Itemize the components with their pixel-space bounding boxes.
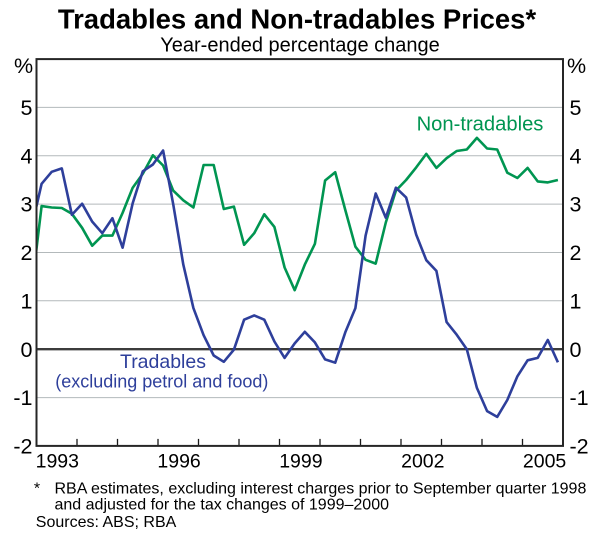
svg-text:Sources: ABS; RBA: Sources: ABS; RBA [36, 514, 177, 531]
svg-text:1996: 1996 [157, 451, 200, 473]
svg-text:-2: -2 [570, 435, 589, 459]
svg-text:4: 4 [570, 144, 582, 168]
svg-text:5: 5 [21, 96, 33, 120]
svg-text:Tradables and Non-tradables Pr: Tradables and Non-tradables Prices* [58, 4, 537, 35]
svg-text:2002: 2002 [401, 451, 444, 473]
svg-text:Non-tradables: Non-tradables [417, 113, 544, 135]
svg-text:Year-ended percentage change: Year-ended percentage change [160, 35, 440, 57]
svg-text:2005: 2005 [523, 451, 567, 473]
svg-text:1: 1 [21, 289, 33, 313]
svg-text:0: 0 [570, 338, 582, 362]
svg-text:(excluding petrol and food): (excluding petrol and food) [55, 371, 268, 391]
svg-text:3: 3 [21, 193, 33, 217]
svg-text:RBA estimates, excluding inter: RBA estimates, excluding interest charge… [55, 481, 587, 498]
svg-text:and adjusted for the tax chang: and adjusted for the tax changes of 1999… [55, 496, 390, 513]
svg-text:2: 2 [570, 241, 582, 265]
svg-text:1: 1 [570, 289, 582, 313]
svg-text:3: 3 [570, 193, 582, 217]
svg-text:0: 0 [21, 338, 33, 362]
svg-text:5: 5 [570, 96, 582, 120]
svg-text:-1: -1 [570, 386, 589, 410]
svg-text:2: 2 [21, 241, 33, 265]
svg-text:4: 4 [21, 144, 33, 168]
svg-text:Tradables: Tradables [120, 351, 206, 373]
svg-text:*: * [34, 481, 40, 498]
svg-text:1999: 1999 [279, 451, 322, 473]
svg-text:1993: 1993 [36, 451, 79, 473]
svg-text:%: % [567, 54, 586, 78]
svg-text:-1: -1 [13, 386, 32, 410]
svg-text:-2: -2 [13, 435, 32, 459]
svg-text:%: % [14, 54, 33, 78]
